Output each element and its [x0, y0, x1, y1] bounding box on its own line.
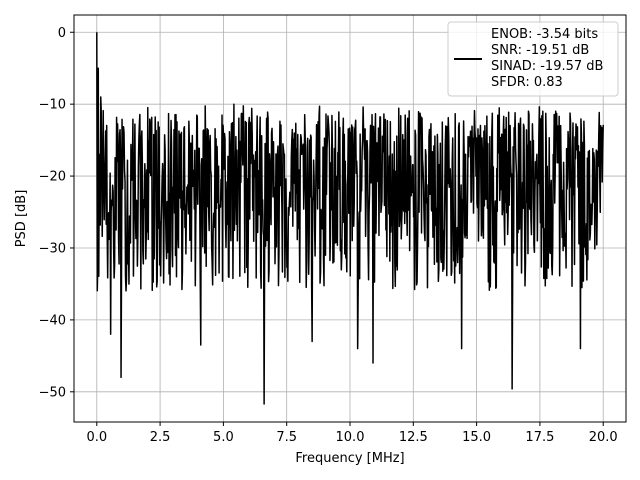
legend-line-sfdr: SFDR: 0.83: [491, 75, 563, 90]
y-axis-label: PSD [dB]: [14, 190, 29, 248]
y-tick-label: −50: [39, 385, 66, 400]
y-tick-label: 0: [58, 26, 66, 41]
psd-series-line: [96, 32, 604, 405]
x-tick-label: 12.5: [399, 430, 428, 445]
x-tick-label: 5.0: [213, 430, 234, 445]
y-tick-label: −30: [39, 241, 66, 256]
series-layer: [96, 32, 604, 405]
x-tick-label: 17.5: [525, 430, 554, 445]
legend: ENOB: -3.54 bits SNR: -19.51 dB SINAD: -…: [447, 21, 619, 97]
x-tick-label: 2.5: [150, 430, 171, 445]
x-tick-label: 20.0: [589, 430, 618, 445]
legend-line-sinad: SINAD: -19.57 dB: [491, 59, 603, 74]
y-tick-label: −10: [39, 98, 66, 113]
legend-box: [447, 21, 619, 97]
y-tick-label: −40: [39, 313, 66, 328]
axis-ticks: 0.0 2.5 5.0 7.5 10.0 12.5 15.0 17.5 20.0 0 −10 −20 −…: [39, 26, 618, 445]
x-tick-label: 10.0: [336, 430, 365, 445]
x-tick-label: 15.0: [462, 430, 491, 445]
legend-line-enob: ENOB: -3.54 bits: [491, 27, 598, 42]
x-axis-label: Frequency [MHz]: [295, 451, 404, 466]
x-tick-label: 7.5: [276, 430, 297, 445]
y-tick-label: −20: [39, 170, 66, 185]
legend-line-snr: SNR: -19.51 dB: [491, 43, 589, 58]
x-tick-label: 0.0: [86, 430, 107, 445]
